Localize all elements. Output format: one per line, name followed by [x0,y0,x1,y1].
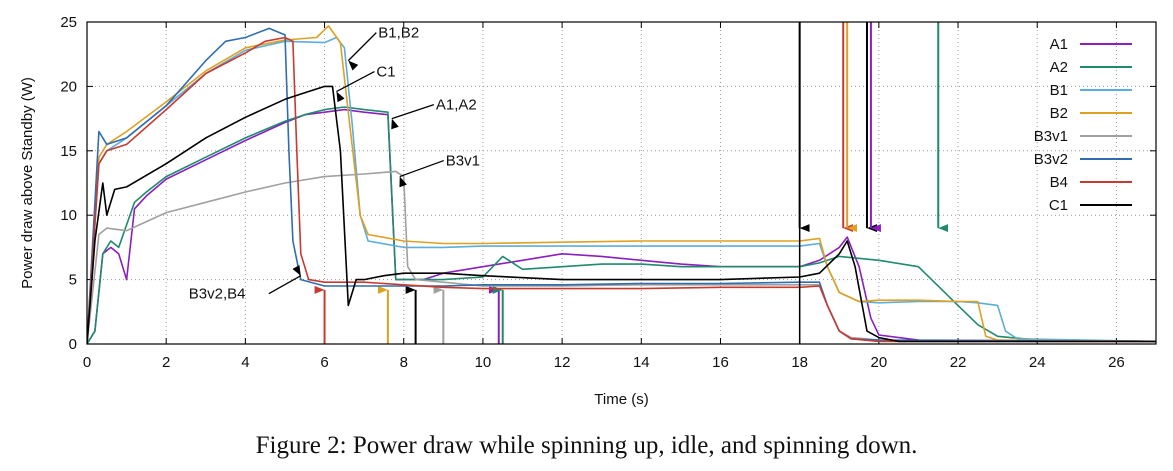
legend-label: A1 [1050,36,1068,53]
y-tick-label: 10 [60,207,77,224]
x-tick-label: 2 [162,354,170,371]
x-tick-label: 22 [950,354,967,371]
series-line-b3v2 [87,27,1156,344]
series-line-c1 [87,85,1156,344]
series-line-b4 [87,36,1156,344]
x-tick-label: 12 [554,354,571,371]
figure-caption: Figure 2: Power draw while spinning up, … [255,432,918,459]
annotation-arrow [399,159,445,188]
y-tick-label: 0 [69,336,77,353]
legend-label: B1 [1050,82,1068,99]
x-tick-label: 18 [791,354,808,371]
x-tick-label: 8 [400,354,408,371]
series-line-b2 [87,25,1156,344]
series-line-a1 [87,108,1156,344]
legend-label: C1 [1049,197,1068,214]
legend-label: B3v2 [1034,151,1068,168]
legend-label: B4 [1050,174,1068,191]
x-tick-label: 10 [475,354,492,371]
legend-label: A2 [1050,59,1068,76]
series-line-a2 [87,106,1156,344]
annotation-label: A1,A2 [436,97,477,114]
annotation-arrow [336,70,375,103]
x-tick-label: 0 [83,354,91,371]
y-tick-label: 15 [60,143,77,160]
x-tick-label: 24 [1029,354,1046,371]
annotation-label: B3v2,B4 [189,286,246,303]
legend-label: B2 [1050,105,1068,122]
annotation-arrow [391,103,435,130]
x-tick-label: 6 [320,354,328,371]
x-tick-label: 14 [633,354,650,371]
y-tick-label: 20 [60,78,77,95]
x-tick-label: 26 [1108,354,1125,371]
y-tick-label: 5 [69,272,77,289]
y-axis-label: Power draw above Standby (W) [19,77,36,289]
plot-frame [86,21,1157,345]
legend-label: B3v1 [1034,128,1068,145]
x-tick-label: 4 [241,354,249,371]
annotation-label: C1 [376,64,395,81]
x-tick-label: 16 [712,354,729,371]
x-axis-label: Time (s) [594,391,648,408]
series-group [87,25,1156,344]
annotation-arrow [268,265,302,295]
annotation-arrow [347,32,377,71]
y-tick-label: 25 [60,14,77,31]
annotation-label: B3v1 [446,153,480,170]
annotation-label: B1,B2 [378,25,419,42]
x-tick-label: 20 [871,354,888,371]
